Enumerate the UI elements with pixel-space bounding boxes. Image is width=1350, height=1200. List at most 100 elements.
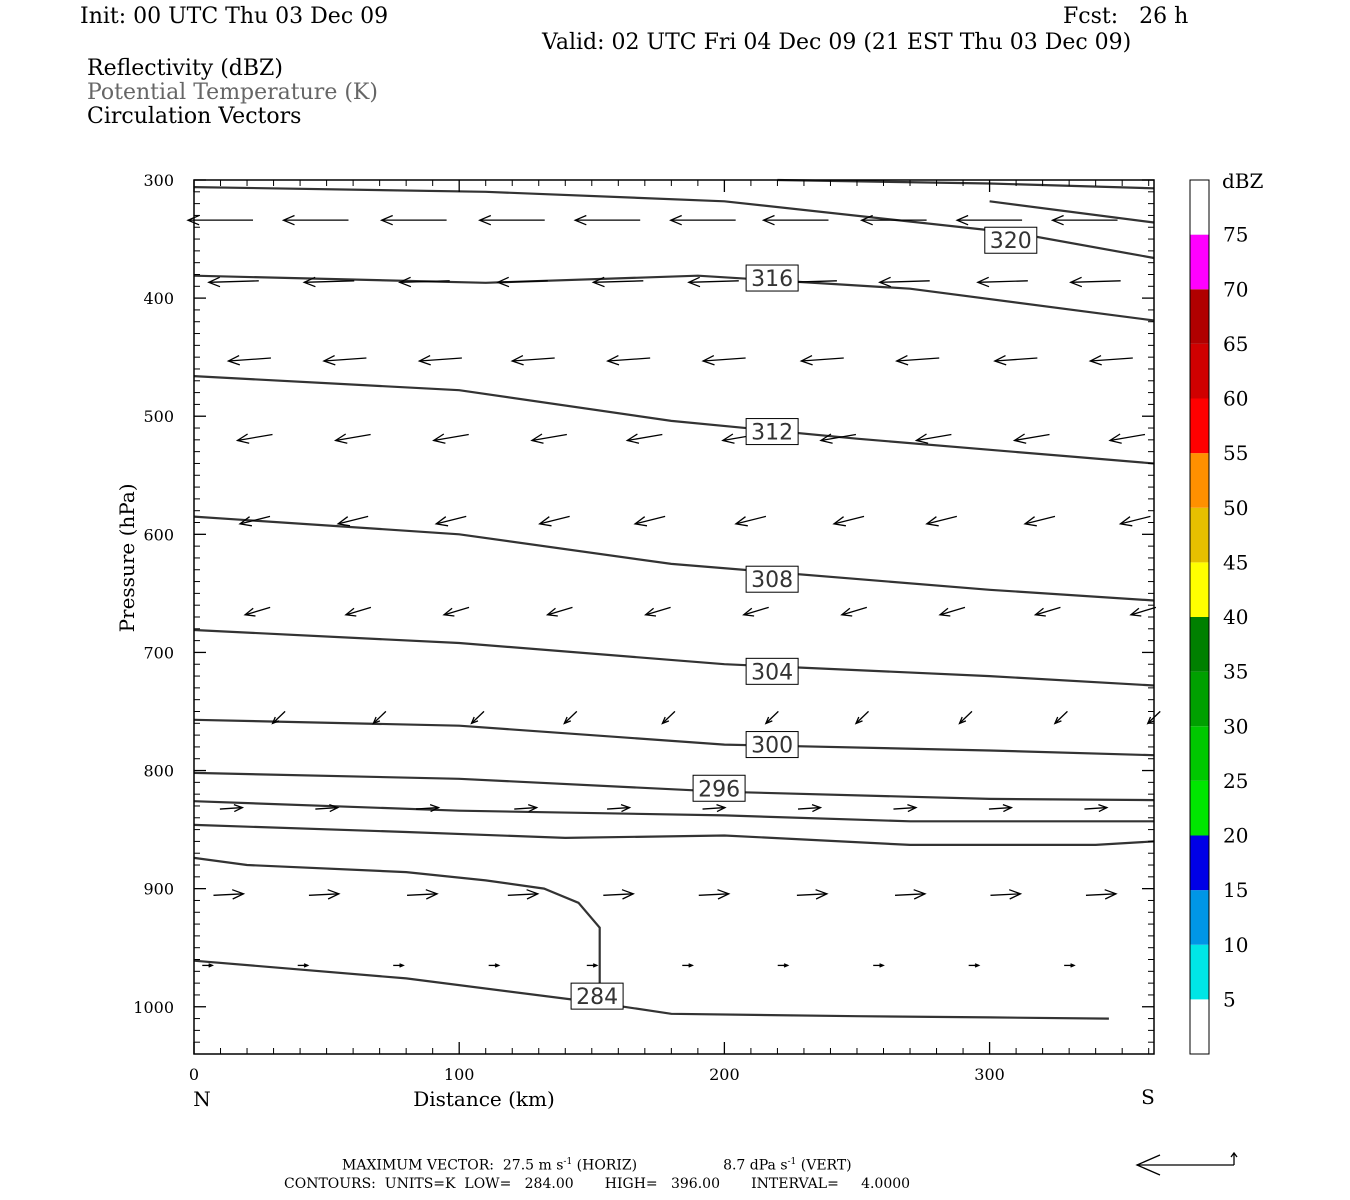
contour-label-box	[745, 418, 799, 446]
vector-head	[764, 716, 773, 725]
vector-head	[329, 803, 340, 813]
vector-shaft	[939, 606, 966, 616]
circulation-vector	[606, 355, 651, 366]
circulation-vector	[976, 276, 1028, 288]
circulation-vector	[1023, 515, 1056, 527]
vector-shaft	[607, 357, 651, 362]
colorbar-segment-15	[1190, 835, 1209, 891]
circulation-vector	[682, 963, 694, 968]
vector-head	[372, 716, 381, 725]
circulation-vector	[344, 606, 372, 617]
vector-head	[1053, 716, 1062, 725]
vector-shaft	[896, 357, 940, 362]
circulation-vector	[840, 606, 868, 617]
colorbar-title: dBZ	[1222, 169, 1264, 193]
contour-layer	[193, 178, 1155, 1020]
reference-vector-head	[1135, 1154, 1161, 1176]
vector-shaft	[436, 515, 467, 525]
vector-head	[895, 355, 909, 366]
vector-shaft	[959, 710, 973, 724]
vector-head	[271, 716, 280, 725]
max-vector-horiz-exponent: -1	[563, 1157, 573, 1167]
circulation-vector	[633, 515, 666, 527]
vector-shaft	[547, 606, 573, 616]
circulation-vector	[625, 433, 663, 444]
circulation-vector	[1084, 803, 1109, 813]
vector-head	[644, 607, 657, 617]
vector-shaft	[228, 357, 271, 362]
circulation-vector	[322, 355, 367, 366]
reference-vector	[1135, 1151, 1238, 1176]
circulation-vector	[687, 276, 739, 288]
colorbar-segment-20	[1190, 780, 1209, 836]
vector-head	[545, 607, 558, 617]
circulation-vector	[243, 606, 271, 617]
vector-shaft	[308, 893, 339, 896]
y-tick-label-800: 800	[143, 762, 174, 781]
circulation-vector	[938, 606, 966, 617]
circulation-vector	[407, 889, 439, 900]
vector-shaft	[893, 806, 917, 810]
vector-head	[721, 433, 735, 444]
circulation-vector	[434, 515, 467, 527]
circulation-vector	[514, 803, 539, 813]
x-tick-label-300: 300	[974, 1065, 1005, 1084]
vector-shaft	[208, 280, 259, 283]
vector-head	[811, 803, 823, 813]
vector-shaft	[304, 280, 355, 283]
vector-head	[854, 716, 863, 725]
circulation-vector	[955, 214, 1023, 226]
circulation-vector	[832, 515, 865, 527]
circulation-vector	[591, 276, 644, 288]
vector-shaft	[419, 357, 462, 362]
circulation-vector	[416, 803, 441, 813]
vector-head	[1108, 433, 1122, 444]
vector-head	[799, 355, 813, 366]
circulation-vector	[644, 606, 671, 617]
vector-head	[432, 433, 446, 444]
init-time: Init: 00 UTC Thu 03 Dec 09	[80, 4, 389, 29]
vector-head	[235, 433, 250, 444]
vector-head	[429, 803, 441, 813]
vector-shaft	[514, 806, 537, 810]
vector-head	[925, 516, 939, 527]
circulation-vector	[988, 803, 1014, 813]
circulation-vector	[1064, 963, 1076, 968]
vector-shaft	[416, 806, 439, 810]
colorbar-frame	[1189, 179, 1210, 1055]
circulation-vector	[859, 214, 927, 226]
vector-shaft	[407, 893, 438, 896]
circulation-vector	[219, 803, 245, 813]
colorbar-label-40: 40	[1223, 605, 1248, 629]
circulation-vector	[990, 889, 1023, 900]
circulation-vector	[1033, 606, 1061, 617]
vector-head	[510, 355, 524, 366]
circulation-vector	[764, 710, 779, 725]
circulation-vector	[213, 889, 246, 900]
field-title-reflectivity: Reflectivity (dBZ)	[87, 56, 283, 81]
vector-head	[527, 803, 539, 813]
theta-contour-unlabeled-12	[193, 959, 1109, 1020]
vector-head	[399, 963, 405, 968]
vector-head	[186, 214, 200, 226]
theta-contour-308	[193, 515, 1155, 602]
vector-head	[1098, 803, 1109, 813]
colorbar-segment-25	[1190, 726, 1209, 781]
vector-shaft	[661, 710, 676, 724]
circulation-vector	[777, 963, 790, 968]
circulation-vector	[878, 276, 930, 288]
vector-shaft	[820, 433, 857, 442]
vector-shaft	[443, 606, 470, 616]
vector-head	[1012, 433, 1027, 444]
vector-head	[207, 276, 221, 288]
vector-shaft	[213, 893, 244, 896]
circulation-vector	[336, 515, 369, 527]
x-end-label-south: S	[1141, 1085, 1155, 1109]
circulation-vector	[538, 515, 570, 527]
x-axis-title: Distance (km)	[413, 1087, 555, 1111]
contour-label-box	[745, 264, 799, 292]
max-vector-horiz: MAXIMUM VECTOR: 27.5 m s	[342, 1157, 564, 1174]
colorbar-label-20: 20	[1223, 824, 1248, 848]
vector-shaft	[497, 280, 548, 283]
vector-head	[1104, 889, 1118, 900]
